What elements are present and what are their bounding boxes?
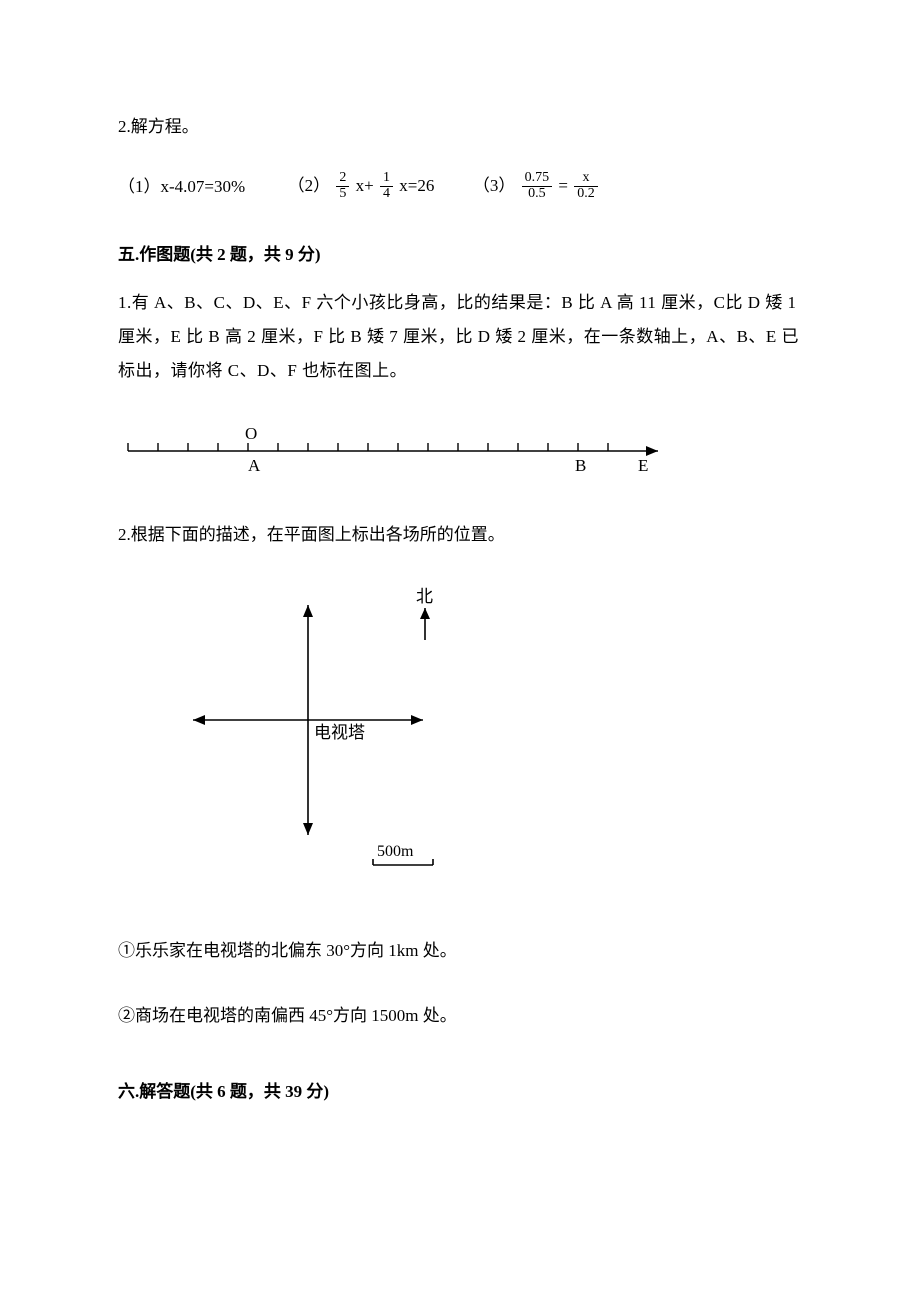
svg-text:电视塔: 电视塔 (314, 723, 365, 742)
eq3-f1-num: 0.75 (522, 171, 553, 186)
equation-line: （1）x-4.07=30% （2） 2 5 x+ 1 4 x=26 （3） 0.… (118, 172, 802, 202)
eq2-frac2: 1 4 (380, 171, 393, 201)
svg-text:B: B (575, 456, 586, 475)
eq2: （2） 2 5 x+ 1 4 x=26 (288, 172, 435, 202)
cross-diagram: 电视塔 北 500m (178, 580, 802, 898)
eq2-f1-den: 5 (336, 186, 349, 202)
section-5-sub1: ①乐乐家在电视塔的北偏东 30°方向 1km 处。 (118, 938, 802, 964)
eq3-prefix: （3） (473, 176, 516, 195)
cross-svg: 电视塔 北 500m (178, 580, 488, 890)
eq3-f2-num: x (574, 171, 598, 186)
eq2-f1-num: 2 (336, 171, 349, 186)
eq3: （3） 0.75 0.5 = x 0.2 (473, 172, 600, 202)
svg-text:500m: 500m (377, 843, 414, 860)
eq3-frac2: x 0.2 (574, 171, 598, 201)
eq1: （1）x-4.07=30% (118, 174, 245, 200)
eq3-eq: = (558, 176, 572, 195)
eq3-frac1: 0.75 0.5 (522, 171, 553, 201)
number-line-diagram: OA B E (118, 416, 802, 489)
svg-text:A: A (248, 456, 261, 475)
section-5-q2-intro: 2.根据下面的描述，在平面图上标出各场所的位置。 (118, 518, 802, 552)
number-line-svg: OA B E (118, 416, 678, 481)
eq2-f2-den: 4 (380, 186, 393, 202)
svg-text:E: E (638, 456, 648, 475)
eq2-tail: x=26 (399, 176, 434, 195)
svg-text:北: 北 (416, 587, 433, 606)
section-5-sub2: ②商场在电视塔的南偏西 45°方向 1500m 处。 (118, 1003, 802, 1029)
section-5-q1: 1.有 A、B、C、D、E、F 六个小孩比身高，比的结果是：B 比 A 高 11… (118, 286, 802, 388)
document-page: 2.解方程。 （1）x-4.07=30% （2） 2 5 x+ 1 4 x=26… (0, 0, 920, 1182)
section-5-heading: 五.作图题(共 2 题，共 9 分) (118, 242, 802, 268)
eq2-frac1: 2 5 (336, 171, 349, 201)
eq2-mid: x+ (356, 176, 378, 195)
section-6-heading: 六.解答题(共 6 题，共 39 分) (118, 1079, 802, 1105)
question-2-title: 2.解方程。 (118, 110, 802, 144)
eq3-f2-den: 0.2 (574, 186, 598, 202)
eq2-f2-num: 1 (380, 171, 393, 186)
eq3-f1-den: 0.5 (522, 186, 553, 202)
svg-text:O: O (245, 424, 257, 443)
eq2-prefix: （2） (288, 176, 331, 195)
